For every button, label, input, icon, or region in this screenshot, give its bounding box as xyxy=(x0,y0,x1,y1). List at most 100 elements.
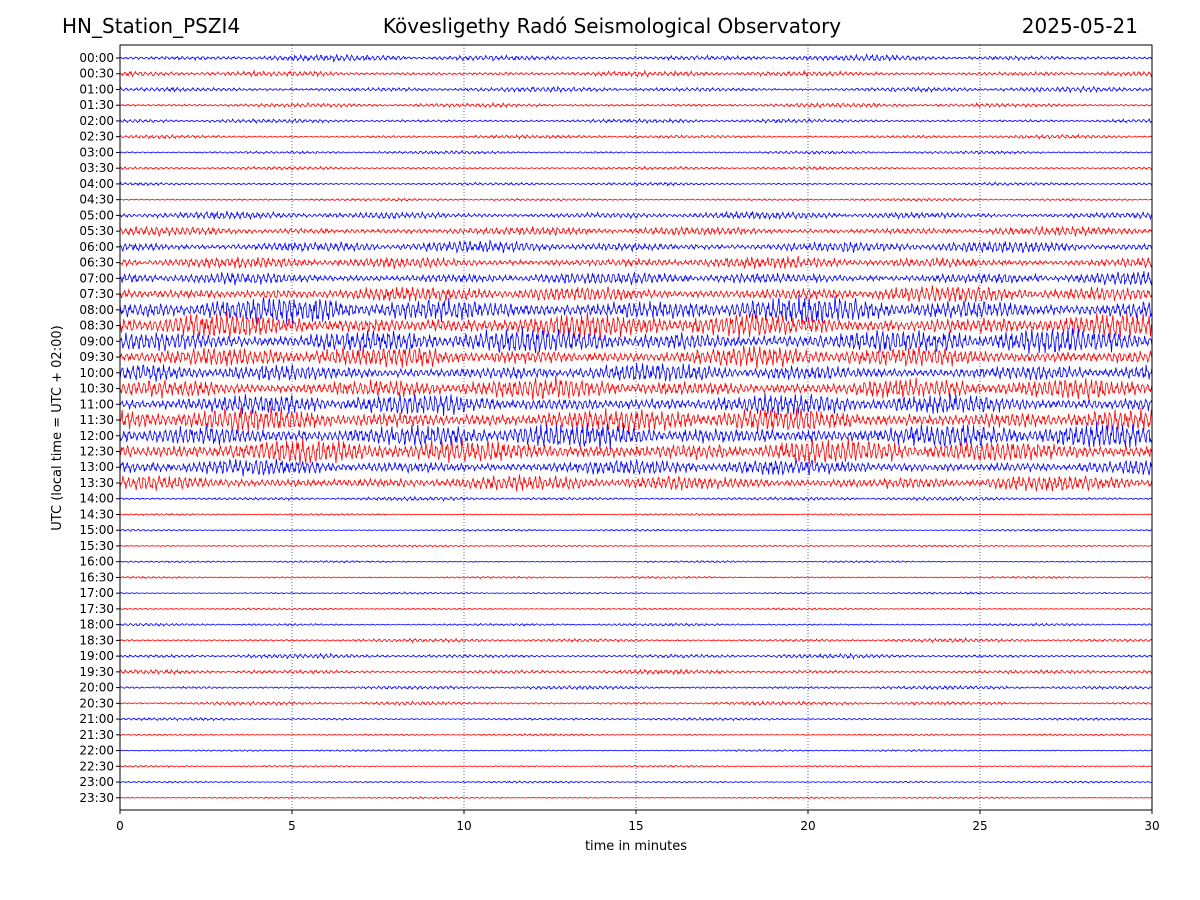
y-tick-label: 23:30 xyxy=(79,791,114,805)
y-tick-label: 15:30 xyxy=(79,539,114,553)
trace-row-0700 xyxy=(119,270,1153,286)
trace-row-2000 xyxy=(119,684,1152,691)
y-tick-label: 13:00 xyxy=(79,460,114,474)
trace-row-0130 xyxy=(119,101,1153,109)
trace-row-0430 xyxy=(119,197,1153,203)
y-tick-label: 10:30 xyxy=(79,382,114,396)
y-tick-label: 18:00 xyxy=(79,618,114,632)
y-tick-label: 06:30 xyxy=(79,256,114,270)
y-tick-label: 03:30 xyxy=(79,161,114,175)
trace-row-1100 xyxy=(119,393,1153,417)
grid-lines xyxy=(291,45,981,810)
trace-row-0200 xyxy=(119,117,1153,125)
trace-row-0230 xyxy=(119,133,1153,141)
x-tick-label: 5 xyxy=(288,819,296,833)
trace-row-1030 xyxy=(119,375,1153,401)
trace-row-1630 xyxy=(119,575,1153,580)
y-tick-label: 14:00 xyxy=(79,492,114,506)
trace-row-2230 xyxy=(119,764,1153,768)
x-tick-label: 15 xyxy=(628,819,643,833)
trace-row-0530 xyxy=(119,225,1153,238)
y-tick-label: 16:00 xyxy=(79,555,114,569)
trace-row-1730 xyxy=(119,607,1153,611)
trace-row-1500 xyxy=(119,528,1152,532)
y-tick-label: 07:00 xyxy=(79,271,114,285)
y-axis-label: UTC (local time = UTC + 02:00) xyxy=(50,325,65,530)
trace-row-1900 xyxy=(119,652,1153,661)
y-tick-label: 17:30 xyxy=(79,602,114,616)
y-tick-label: 06:00 xyxy=(79,240,114,254)
y-tick-label: 00:30 xyxy=(79,67,114,81)
x-axis-ticks: 0 5 10 15 20 25 30 xyxy=(116,810,1160,833)
trace-row-0800 xyxy=(119,294,1153,325)
x-tick-label: 10 xyxy=(456,819,471,833)
y-tick-label: 22:30 xyxy=(79,759,114,773)
trace-row-2300 xyxy=(119,780,1153,784)
trace-row-1600 xyxy=(119,559,1153,564)
trace-row-1930 xyxy=(119,668,1153,676)
y-tick-label: 19:30 xyxy=(79,665,114,679)
trace-row-1800 xyxy=(119,622,1153,627)
y-tick-label: 14:30 xyxy=(79,507,114,521)
y-tick-label: 22:00 xyxy=(79,744,114,758)
y-tick-label: 04:30 xyxy=(79,193,114,207)
trace-row-2330 xyxy=(119,796,1153,800)
x-tick-label: 0 xyxy=(116,819,124,833)
trace-row-2030 xyxy=(119,699,1153,707)
trace-row-0000 xyxy=(119,52,1153,63)
trace-row-1430 xyxy=(120,512,1153,517)
trace-row-0030 xyxy=(119,69,1153,79)
y-tick-label: 11:00 xyxy=(79,397,114,411)
y-tick-label: 23:00 xyxy=(79,775,114,789)
y-tick-label: 21:30 xyxy=(79,728,114,742)
y-tick-label: 17:00 xyxy=(79,586,114,600)
seismogram-traces xyxy=(119,52,1153,800)
trace-row-1400 xyxy=(119,495,1153,502)
y-tick-label: 13:30 xyxy=(79,476,114,490)
trace-row-2100 xyxy=(119,716,1152,722)
trace-row-1700 xyxy=(119,591,1153,596)
y-tick-label: 10:00 xyxy=(79,366,114,380)
y-tick-label: 09:00 xyxy=(79,334,114,348)
x-tick-label: 20 xyxy=(800,819,815,833)
y-tick-label: 18:30 xyxy=(79,633,114,647)
y-tick-label: 00:00 xyxy=(79,51,114,65)
y-tick-label: 05:30 xyxy=(79,224,114,238)
y-tick-label: 15:00 xyxy=(79,523,114,537)
trace-row-0300 xyxy=(119,149,1153,156)
y-tick-label: 20:00 xyxy=(79,681,114,695)
x-tick-label: 25 xyxy=(972,819,987,833)
trace-row-2200 xyxy=(119,748,1152,753)
y-tick-label: 02:30 xyxy=(79,130,114,144)
y-tick-label: 21:00 xyxy=(79,712,114,726)
trace-row-0930 xyxy=(119,345,1153,369)
y-tick-label: 01:00 xyxy=(79,82,114,96)
y-tick-label: 05:00 xyxy=(79,208,114,222)
trace-row-1000 xyxy=(119,363,1153,382)
station-name: HN_Station_PSZI4 xyxy=(62,14,241,38)
y-tick-label: 04:00 xyxy=(79,177,114,191)
trace-row-1230 xyxy=(119,437,1153,466)
trace-row-0400 xyxy=(119,181,1153,187)
y-tick-label: 03:00 xyxy=(79,145,114,159)
trace-row-1300 xyxy=(119,458,1153,477)
trace-row-0600 xyxy=(119,239,1153,254)
y-tick-label: 12:30 xyxy=(79,445,114,459)
trace-row-1200 xyxy=(119,421,1153,450)
y-tick-label: 08:00 xyxy=(79,303,114,317)
trace-row-0500 xyxy=(119,210,1153,221)
y-tick-label: 16:30 xyxy=(79,570,114,584)
y-tick-label: 02:00 xyxy=(79,114,114,128)
trace-row-1530 xyxy=(120,544,1153,548)
y-tick-label: 11:30 xyxy=(79,413,114,427)
observatory-title: Kövesligethy Radó Seismological Observat… xyxy=(382,14,842,38)
record-date: 2025-05-21 xyxy=(1021,14,1138,38)
trace-row-1130 xyxy=(119,406,1153,434)
trace-row-0330 xyxy=(119,165,1153,171)
y-tick-label: 07:30 xyxy=(79,287,114,301)
trace-row-0630 xyxy=(119,256,1153,270)
x-axis-label: time in minutes xyxy=(585,839,687,854)
trace-row-2130 xyxy=(119,733,1153,737)
